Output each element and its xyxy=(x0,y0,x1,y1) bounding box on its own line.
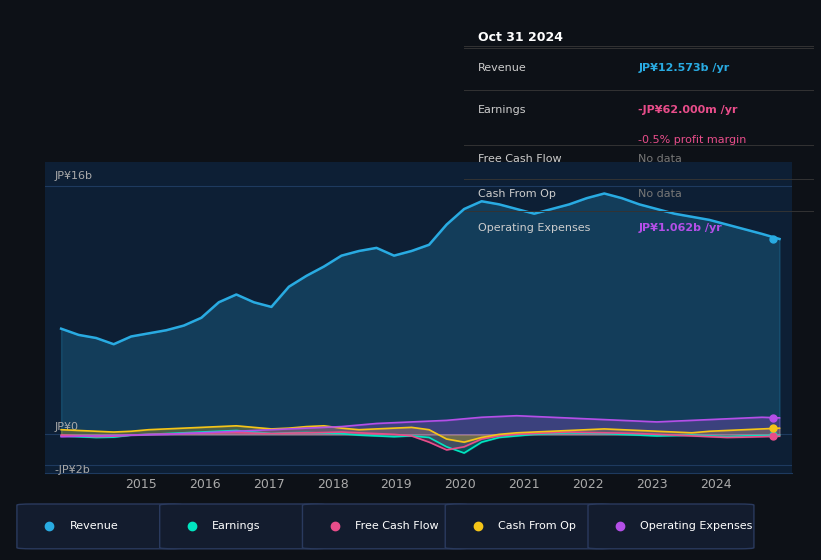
Text: Cash From Op: Cash From Op xyxy=(498,521,576,531)
Text: Oct 31 2024: Oct 31 2024 xyxy=(478,31,563,44)
FancyBboxPatch shape xyxy=(445,504,611,549)
FancyBboxPatch shape xyxy=(302,504,468,549)
Text: Free Cash Flow: Free Cash Flow xyxy=(478,155,562,165)
Text: Operating Expenses: Operating Expenses xyxy=(640,521,753,531)
Text: No data: No data xyxy=(639,155,682,165)
Text: JP¥12.573b /yr: JP¥12.573b /yr xyxy=(639,63,730,73)
Text: -0.5% profit margin: -0.5% profit margin xyxy=(639,134,747,144)
Text: JP¥0: JP¥0 xyxy=(55,422,79,432)
FancyBboxPatch shape xyxy=(588,504,754,549)
Text: -JP¥2b: -JP¥2b xyxy=(55,465,90,475)
Text: Revenue: Revenue xyxy=(70,521,118,531)
Text: Earnings: Earnings xyxy=(212,521,260,531)
Text: Cash From Op: Cash From Op xyxy=(478,189,556,199)
Text: Earnings: Earnings xyxy=(478,105,526,115)
Text: JP¥1.062b /yr: JP¥1.062b /yr xyxy=(639,223,722,234)
Text: No data: No data xyxy=(639,189,682,199)
Text: Free Cash Flow: Free Cash Flow xyxy=(355,521,438,531)
Text: Operating Expenses: Operating Expenses xyxy=(478,223,590,234)
Text: JP¥16b: JP¥16b xyxy=(55,171,93,181)
Text: -JP¥62.000m /yr: -JP¥62.000m /yr xyxy=(639,105,738,115)
FancyBboxPatch shape xyxy=(17,504,183,549)
Text: Revenue: Revenue xyxy=(478,63,526,73)
FancyBboxPatch shape xyxy=(160,504,326,549)
